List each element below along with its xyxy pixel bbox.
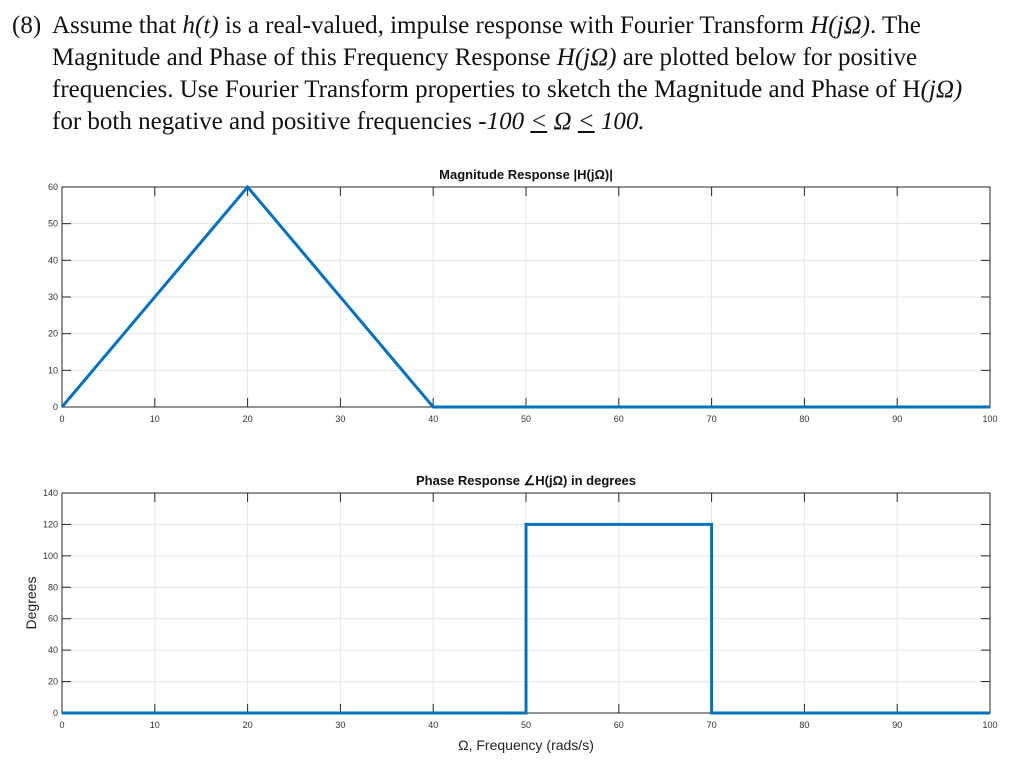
y-tick-label: 80 [48,582,58,592]
x-tick-label: 60 [614,414,624,424]
x-tick-label: 30 [335,720,345,730]
x-tick-label: 10 [150,720,160,730]
x-tick-label: 60 [614,720,624,730]
y-tick-label: 60 [48,182,58,192]
y-tick-label: 20 [48,329,58,339]
y-tick-label: 20 [48,677,58,687]
chart-title: Magnitude Response |H(jΩ)| [439,167,613,182]
x-tick-label: 90 [892,414,902,424]
x-tick-label: 40 [428,414,438,424]
x-tick-label: 0 [59,720,64,730]
x-tick-label: 30 [335,414,345,424]
problem-text: Assume that h(t) is a real-valued, impul… [52,10,1012,138]
y-tick-label: 140 [43,488,58,498]
problem-line-1: Assume that h(t) is a real-valued, impul… [52,12,921,39]
x-tick-label: 80 [799,414,809,424]
y-tick-label: 40 [48,255,58,265]
y-tick-label: 50 [48,219,58,229]
y-tick-label: 100 [43,551,58,561]
x-tick-label: 50 [521,720,531,730]
x-tick-label: 10 [150,414,160,424]
problem-line-3: frequencies. Use Fourier Transform prope… [52,76,963,103]
x-tick-label: 20 [243,720,253,730]
x-tick-label: 40 [428,720,438,730]
x-tick-label: 100 [982,414,997,424]
y-tick-label: 120 [43,519,58,529]
problem-line-4: for both negative and positive frequenci… [52,108,645,135]
data-series-line [60,184,990,409]
x-tick-label: 20 [243,414,253,424]
x-tick-label: 0 [59,414,64,424]
y-tick-label: 60 [48,614,58,624]
y-tick-label: 30 [48,292,58,302]
x-axis-label: Ω, Frequency (rads/s) [458,737,594,753]
problem-statement: (8) Assume that h(t) is a real-valued, i… [12,10,1012,138]
chart-title: Phase Response ∠H(jΩ) in degrees [416,473,636,488]
x-tick-label: 70 [707,414,717,424]
x-tick-label: 70 [707,720,717,730]
y-tick-label: 0 [53,402,58,412]
problem-number: (8) [12,12,42,39]
data-series-line [62,522,990,715]
y-tick-label: 40 [48,645,58,655]
problem-line-2: Magnitude and Phase of this Frequency Re… [52,44,918,71]
magnitude-chart: 0 10 20 30 40 50 60 70 80 90 100 0 10 20 30 40 50 60 Magni… [48,167,998,424]
x-tick-label: 100 [982,720,997,730]
x-tick-label: 80 [799,720,809,730]
x-tick-label: 50 [521,414,531,424]
phase-chart: 0 10 20 30 40 50 60 70 80 90 100 0 20 40 60 80 100 120 140… [23,473,998,753]
y-tick-label: 10 [48,365,58,375]
x-tick-label: 90 [892,720,902,730]
y-axis-label: Degrees [23,577,39,630]
y-tick-label: 0 [53,708,58,718]
